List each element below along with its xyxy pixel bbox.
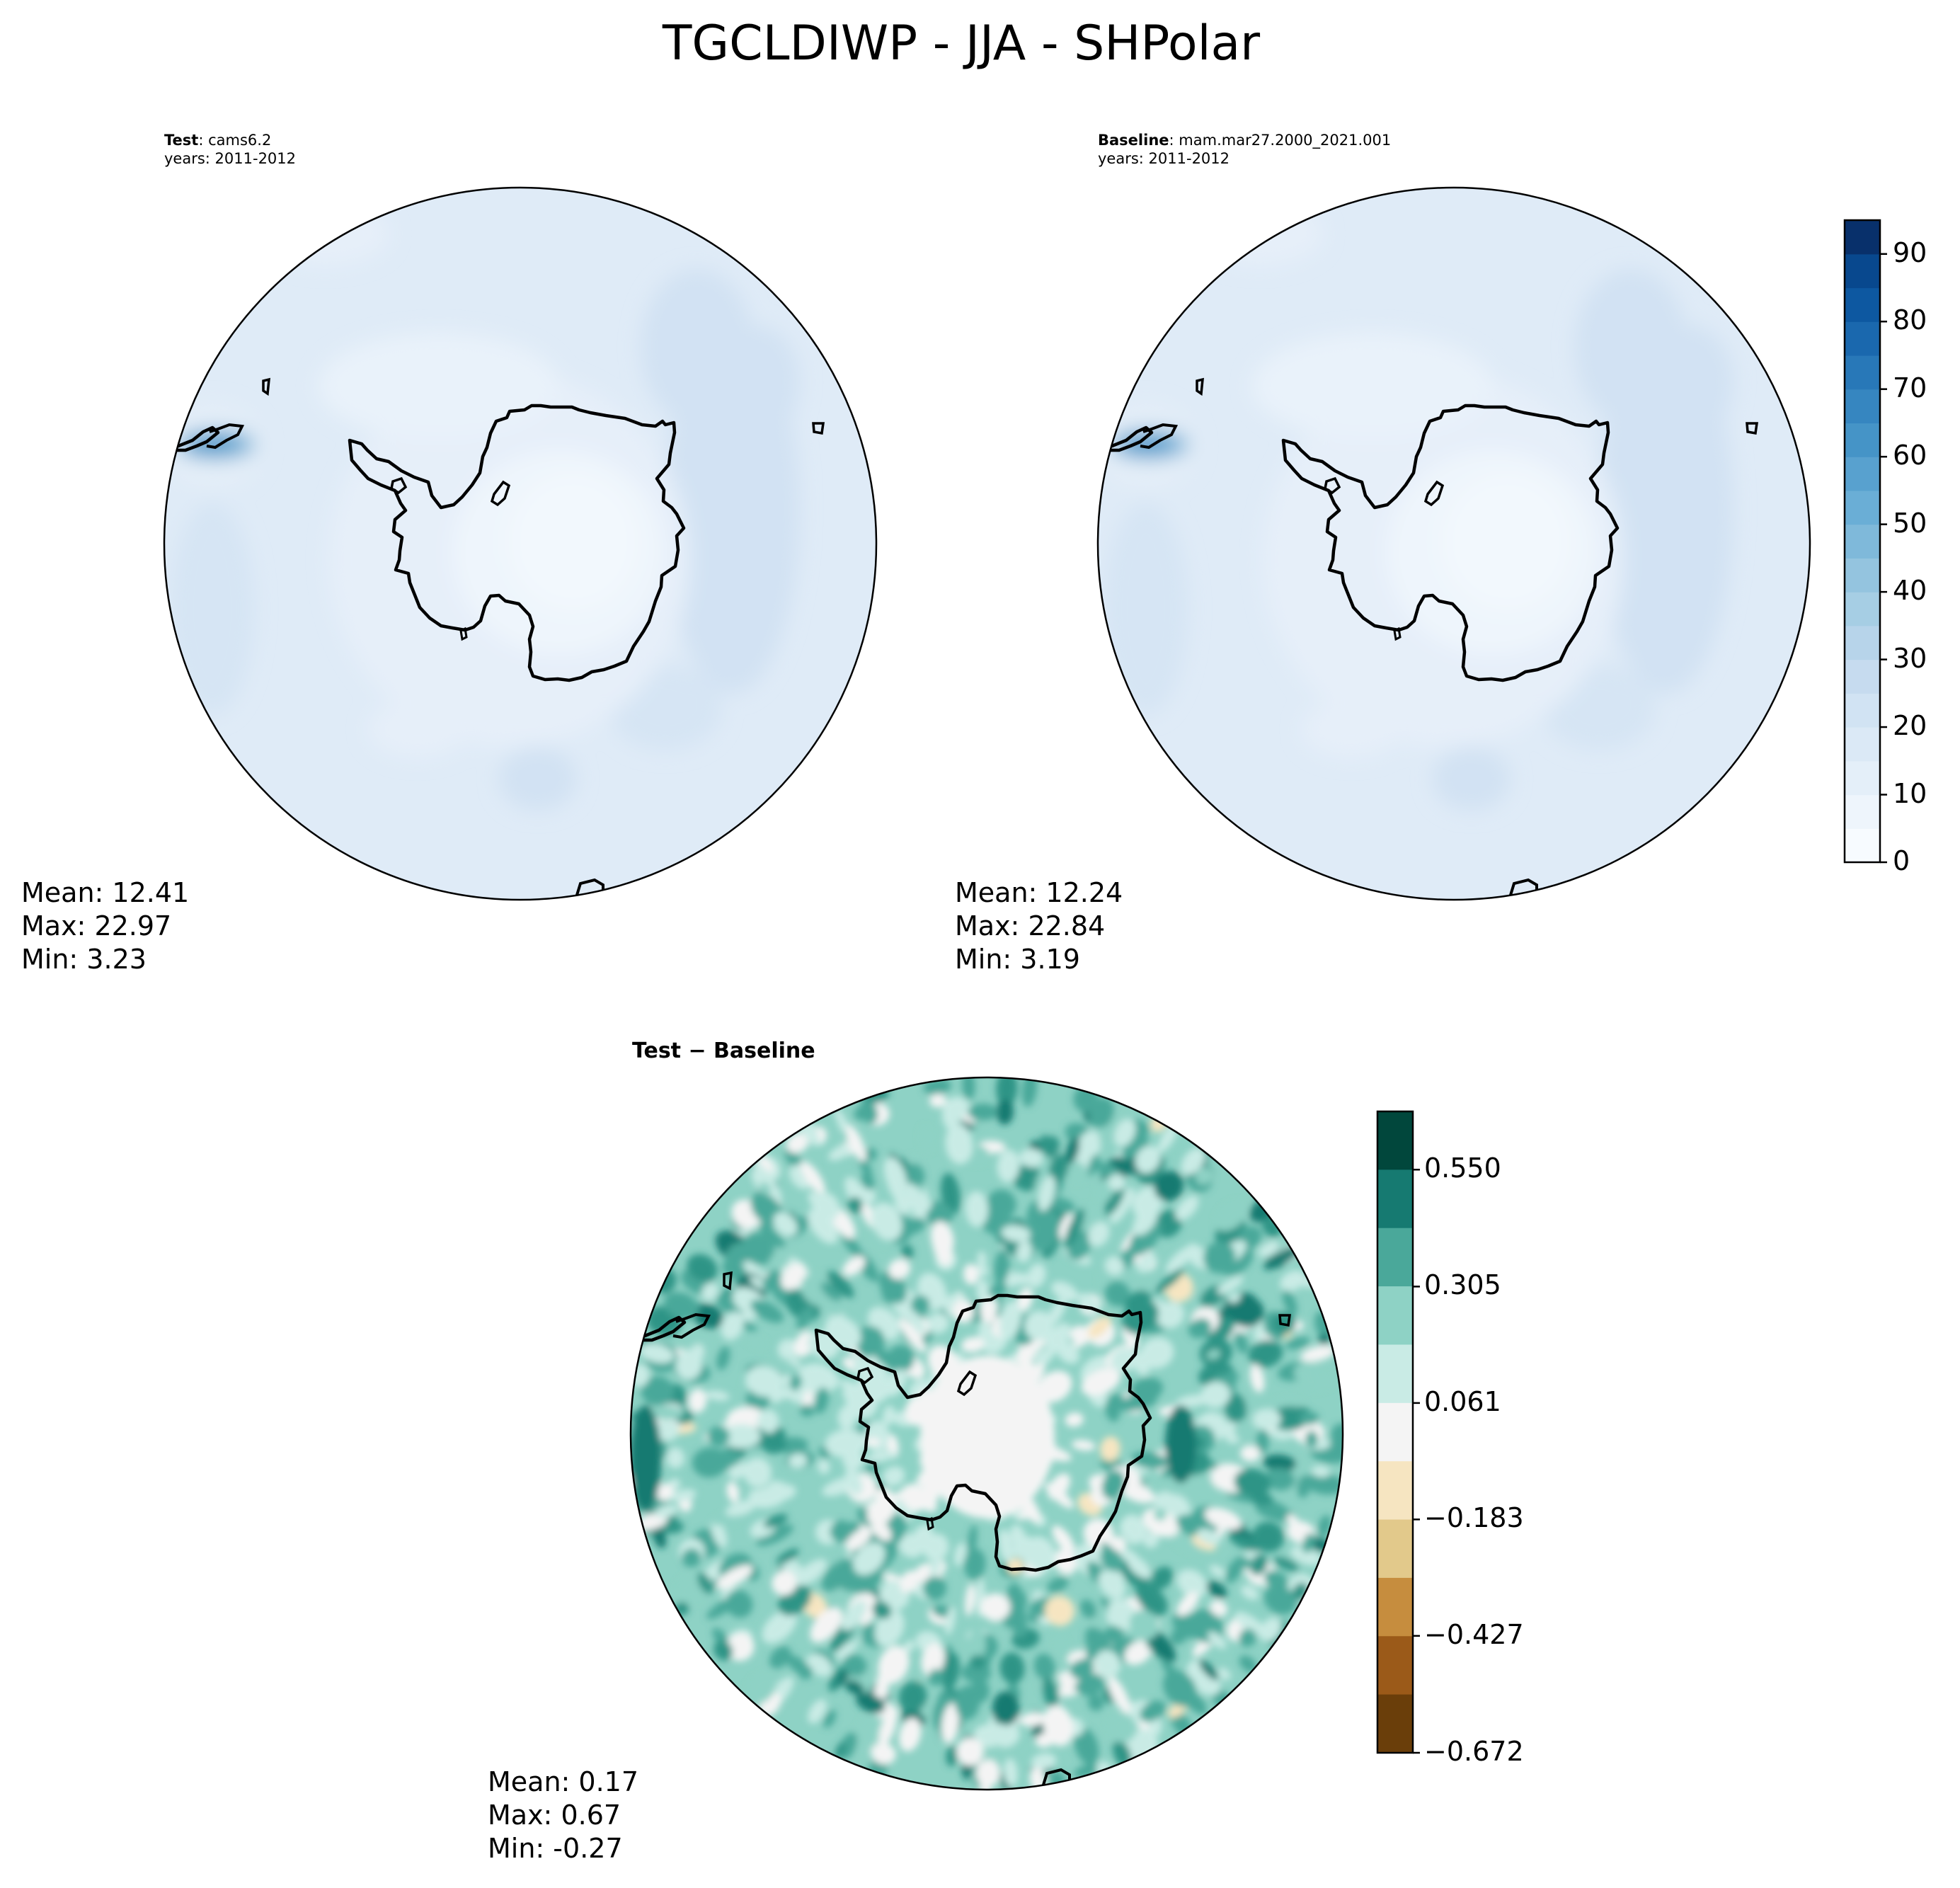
colorbar-main-segment <box>1845 287 1880 322</box>
colorbar-main-segment <box>1845 592 1880 627</box>
colorbar-main-segment <box>1845 220 1880 255</box>
colorbar-diff-segment <box>1377 1636 1413 1695</box>
colorbar-diff-segment <box>1377 1286 1413 1346</box>
colorbar-main-segment <box>1845 321 1880 356</box>
baseline-label-sep: : <box>1169 132 1179 149</box>
colorbar-diff <box>1376 1110 1420 1754</box>
colorbar-main-segment <box>1845 558 1880 593</box>
colorbar-main-tick-label: 60 <box>1893 440 1927 471</box>
baseline-caption: Baseline: mam.mar27.2000_2021.001 years:… <box>1098 131 1391 168</box>
colorbar-main-tick-label: 90 <box>1893 236 1927 268</box>
colorbar-diff-tick-label: 0.061 <box>1424 1385 1501 1417</box>
colorbar-main-segment <box>1845 727 1880 762</box>
colorbar-diff-segment <box>1377 1169 1413 1229</box>
colorbar-main-segment <box>1845 355 1880 390</box>
colorbar-main-tick-label: 10 <box>1893 777 1927 809</box>
colorbar-main <box>1843 219 1887 864</box>
test-years: years: 2011-2012 <box>164 150 297 167</box>
colorbar-main-segment <box>1845 828 1880 863</box>
diff-title: Test − Baseline <box>632 1039 815 1063</box>
colorbar-diff-segment <box>1377 1577 1413 1637</box>
colorbar-diff-segment <box>1377 1694 1413 1753</box>
colorbar-main-segment <box>1845 625 1880 660</box>
diff-min: Min: -0.27 <box>488 1833 623 1864</box>
baseline-label: Baseline <box>1098 132 1169 149</box>
colorbar-main-tick-label: 30 <box>1893 642 1927 674</box>
figure-title: TGCLDIWP - JJA - SHPolar <box>662 16 1261 71</box>
colorbar-diff-tick-label: −0.183 <box>1424 1502 1524 1534</box>
diff-mean: Mean: 0.17 <box>488 1766 639 1797</box>
colorbar-diff-segment <box>1377 1519 1413 1579</box>
diff-stats: Mean: 0.17 Max: 0.67 Min: -0.27 <box>488 1766 638 1865</box>
colorbar-diff-segment <box>1377 1461 1413 1521</box>
colorbar-diff-tick-label: 0.550 <box>1424 1152 1501 1184</box>
diff-max: Max: 0.67 <box>488 1800 621 1831</box>
test-label: Test <box>164 132 199 149</box>
colorbar-main-segment <box>1845 389 1880 424</box>
test-stats: Mean: 12.41 Max: 22.97 Min: 3.23 <box>21 876 189 976</box>
colorbar-diff-segment <box>1377 1402 1413 1462</box>
baseline-mean: Mean: 12.24 <box>955 877 1123 908</box>
colorbar-diff-segment <box>1377 1111 1413 1170</box>
colorbar-diff-tick-label: −0.427 <box>1424 1618 1524 1650</box>
colorbar-main-segment <box>1845 253 1880 289</box>
test-map <box>163 186 878 901</box>
colorbar-main-segment <box>1845 693 1880 728</box>
test-case-name: cams6.2 <box>208 132 272 149</box>
test-mean: Mean: 12.41 <box>21 877 190 908</box>
colorbar-main-segment <box>1845 423 1880 457</box>
colorbar-main-segment <box>1845 659 1880 694</box>
test-min: Min: 3.23 <box>21 944 147 975</box>
baseline-stats: Mean: 12.24 Max: 22.84 Min: 3.19 <box>955 876 1123 976</box>
baseline-case-name: mam.mar27.2000_2021.001 <box>1179 132 1392 149</box>
colorbar-main-tick-label: 50 <box>1893 507 1927 539</box>
baseline-years: years: 2011-2012 <box>1098 150 1230 167</box>
colorbar-main-segment <box>1845 457 1880 491</box>
colorbar-diff-segment <box>1377 1344 1413 1404</box>
baseline-max: Max: 22.84 <box>955 910 1106 942</box>
test-max: Max: 22.97 <box>21 910 172 942</box>
baseline-min: Min: 3.19 <box>955 944 1080 975</box>
colorbar-main-segment <box>1845 794 1880 829</box>
colorbar-main-tick-label: 40 <box>1893 575 1927 607</box>
colorbar-main-tick-label: 0 <box>1893 845 1910 876</box>
colorbar-main-tick-label: 70 <box>1893 372 1927 404</box>
baseline-map <box>1096 186 1811 901</box>
colorbar-main-tick-label: 80 <box>1893 304 1927 336</box>
colorbar-main-tick-label: 20 <box>1893 710 1927 742</box>
test-label-sep: : <box>198 132 209 149</box>
colorbar-diff-tick-label: 0.305 <box>1424 1269 1501 1301</box>
colorbar-diff-tick-label: −0.672 <box>1424 1736 1524 1767</box>
colorbar-main-segment <box>1845 524 1880 559</box>
colorbar-diff-segment <box>1377 1228 1413 1287</box>
test-caption: Test: cams6.2 years: 2011-2012 <box>164 131 296 168</box>
diff-map <box>629 1076 1344 1791</box>
colorbar-main-segment <box>1845 760 1880 796</box>
colorbar-main-segment <box>1845 490 1880 525</box>
